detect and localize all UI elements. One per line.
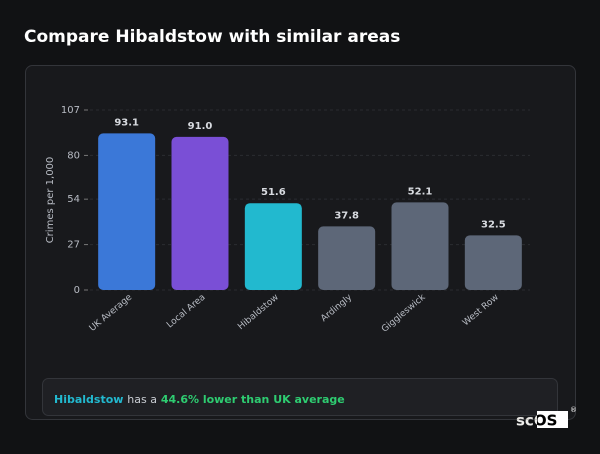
y-tick-label: 80	[67, 150, 80, 161]
value-label: 91.0	[188, 121, 213, 132]
logo: scOS	[516, 412, 557, 430]
logo-mark: ®	[570, 406, 577, 414]
logo-box	[537, 411, 568, 428]
y-tick-label: 0	[74, 285, 80, 296]
bar	[318, 226, 376, 290]
y-tick-label: 107	[61, 105, 80, 116]
value-label: 32.5	[481, 219, 506, 230]
value-label: 93.1	[114, 117, 139, 128]
value-label: 52.1	[408, 186, 433, 197]
footer-connector: has a	[127, 393, 157, 406]
bar	[464, 235, 522, 290]
bar	[98, 133, 156, 290]
page-title: Compare Hibaldstow with similar areas	[24, 27, 400, 47]
footer-area: Hibaldstow	[54, 393, 123, 406]
value-label: 37.8	[334, 210, 359, 221]
y-tick-label: 27	[67, 240, 80, 251]
y-tick-label: 54	[67, 194, 80, 205]
footer-text: Hibaldstow has a 44.6% lower than UK ave…	[54, 393, 345, 406]
bar	[171, 136, 229, 290]
footer-box	[42, 378, 558, 416]
value-label: 51.6	[261, 187, 286, 198]
bar	[391, 202, 449, 290]
bar	[244, 203, 302, 290]
y-axis-label: Crimes per 1,000	[45, 157, 56, 244]
footer-comparison: 44.6% lower than UK average	[161, 393, 345, 406]
